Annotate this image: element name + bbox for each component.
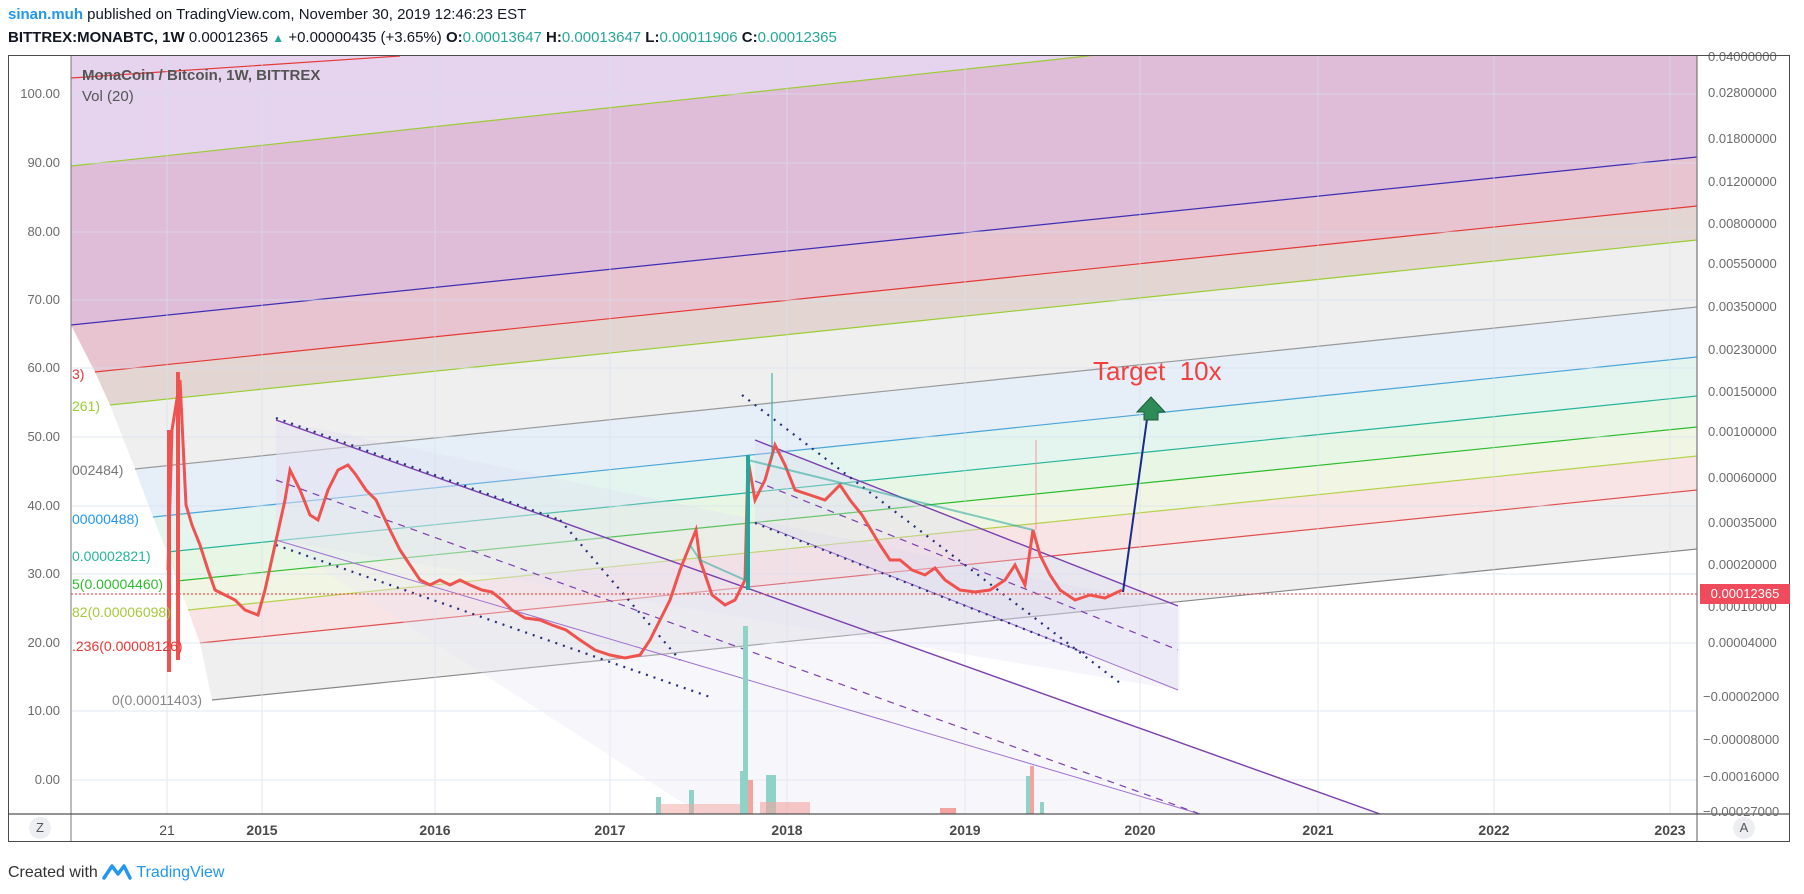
svg-text:−0.00008000: −0.00008000 — [1703, 732, 1779, 747]
svg-text:0.00004000: 0.00004000 — [1708, 635, 1777, 650]
svg-text:0.00800000: 0.00800000 — [1708, 216, 1777, 231]
svg-text:70.00: 70.00 — [27, 292, 60, 307]
svg-text:0.01800000: 0.01800000 — [1708, 131, 1777, 146]
low-value: 0.00011906 — [659, 29, 738, 46]
fib-label: 002484) — [72, 462, 124, 478]
svg-text:0.00150000: 0.00150000 — [1708, 384, 1777, 399]
open-value: 0.00013647 — [462, 29, 542, 46]
publish-info: sinan.muh published on TradingView.com, … — [8, 6, 526, 23]
svg-text:10.00: 10.00 — [27, 703, 60, 718]
svg-text:−0.00002000: −0.00002000 — [1703, 689, 1779, 704]
price-change: +0.00000435 (+3.65%) — [288, 29, 442, 46]
svg-text:2017: 2017 — [594, 822, 625, 838]
svg-text:30.00: 30.00 — [27, 566, 60, 581]
svg-text:−0.00016000: −0.00016000 — [1703, 769, 1779, 784]
svg-text:0.00060000: 0.00060000 — [1708, 470, 1777, 485]
svg-text:2019: 2019 — [949, 822, 980, 838]
fib-label: 82(0.00006098) — [72, 604, 171, 620]
footer: Created with TradingView — [8, 862, 224, 882]
tradingview-logo-icon — [102, 864, 133, 880]
symbol-info: BITTREX:MONABTC, 1W 0.00012365 ▲ +0.0000… — [8, 29, 837, 46]
svg-text:0.00: 0.00 — [35, 772, 60, 787]
published-text: published on TradingView.com, November 3… — [83, 6, 527, 23]
svg-text:0.01200000: 0.01200000 — [1708, 174, 1777, 189]
svg-text:2018: 2018 — [771, 822, 802, 838]
svg-text:40.00: 40.00 — [27, 498, 60, 513]
close-label: C: — [741, 29, 758, 46]
target-annotation[interactable]: Target 10x — [1093, 356, 1222, 386]
high-value: 0.00013647 — [561, 29, 642, 46]
candles — [166, 372, 1123, 672]
fib-channel — [71, 56, 1697, 701]
svg-text:0.00550000: 0.00550000 — [1708, 256, 1777, 271]
fib-label: 261) — [72, 398, 101, 414]
tradingview-link[interactable]: TradingView — [136, 864, 225, 881]
svg-text:2020: 2020 — [1124, 822, 1155, 838]
fib-label: 0.00002821) — [72, 548, 151, 564]
svg-text:100.00: 100.00 — [20, 86, 60, 101]
target-arrow-line — [1122, 411, 1149, 593]
svg-text:2023: 2023 — [1654, 822, 1685, 838]
svg-text:2022: 2022 — [1478, 822, 1509, 838]
svg-text:2016: 2016 — [419, 822, 450, 838]
zoom-reset-button[interactable]: Z — [29, 817, 51, 839]
regression-channels — [275, 394, 1381, 814]
fib-label: 0(0.00011403) — [112, 692, 203, 708]
high-label: H: — [546, 29, 562, 46]
right-axis[interactable]: 0.04000000 0.02800000 0.01800000 0.01200… — [1703, 49, 1779, 819]
svg-text:0.00100000: 0.00100000 — [1708, 424, 1777, 439]
chart-legend-title[interactable]: MonaCoin / Bitcoin, 1W, BITTREX — [82, 67, 321, 84]
fib-label: .236(0.00008126) — [72, 638, 183, 654]
current-price-tag: 0.00012365 — [1700, 584, 1790, 604]
svg-text:0.00350000: 0.00350000 — [1708, 299, 1777, 314]
author-link[interactable]: sinan.muh — [8, 6, 84, 23]
chart-frame — [8, 55, 1790, 842]
created-with-text: Created with — [8, 864, 103, 881]
svg-text:−0.00027000: −0.00027000 — [1703, 804, 1779, 819]
svg-text:80.00: 80.00 — [27, 224, 60, 239]
svg-text:60.00: 60.00 — [27, 360, 60, 375]
svg-text:21: 21 — [159, 822, 175, 838]
symbol-name: BITTREX:MONABTC, 1W — [8, 29, 185, 46]
last-price: 0.00012365 — [188, 29, 269, 46]
svg-text:0.04000000: 0.04000000 — [1708, 49, 1777, 64]
svg-text:90.00: 90.00 — [27, 155, 60, 170]
fib-label: 5(0.00004460) — [72, 576, 164, 592]
svg-text:0.00035000: 0.00035000 — [1708, 515, 1777, 530]
volume-bars — [656, 626, 1044, 814]
svg-text:0.00230000: 0.00230000 — [1708, 342, 1777, 357]
left-axis: 100.00 90.00 80.00 70.00 60.00 50.00 40.… — [20, 86, 60, 787]
auto-scale-button[interactable]: A — [1733, 817, 1755, 839]
up-arrow-icon: ▲ — [272, 31, 285, 45]
volume-indicator-label[interactable]: Vol (20) — [82, 88, 134, 105]
close-value: 0.00012365 — [757, 29, 837, 46]
low-label: L: — [645, 29, 660, 46]
svg-text:0.02800000: 0.02800000 — [1708, 85, 1777, 100]
svg-text:50.00: 50.00 — [27, 429, 60, 444]
fib-label: 00000488) — [72, 511, 139, 527]
grid — [71, 56, 1697, 814]
target-arrow-icon — [1135, 396, 1167, 421]
svg-text:20.00: 20.00 — [27, 635, 60, 650]
time-axis[interactable]: 21 2015 2016 2017 2018 2019 2020 2021 20… — [159, 822, 1686, 838]
open-label: O: — [445, 29, 463, 46]
svg-text:0.00020000: 0.00020000 — [1708, 557, 1777, 572]
svg-text:2021: 2021 — [1302, 822, 1333, 838]
svg-text:2015: 2015 — [246, 822, 277, 838]
fib-label: 3) — [72, 366, 85, 382]
